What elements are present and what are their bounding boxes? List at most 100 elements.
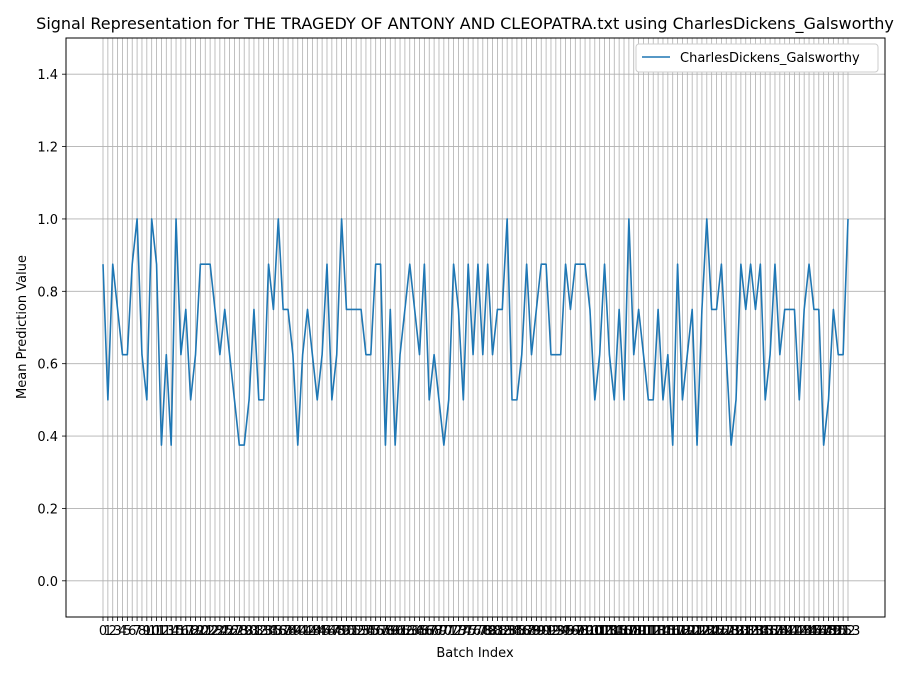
plot-area [66,38,885,617]
x-tick-label: 105 [602,624,627,639]
x-tick-label: 146 [802,624,827,639]
x-tick-label: 92 [543,624,560,639]
x-tick-label: 151 [826,624,851,639]
x-tick-label: 1 [104,624,112,639]
x-tick-label: 9 [143,624,151,639]
x-tick-label: 72 [445,624,462,639]
x-tick-label: 117 [660,624,685,639]
x-tick-label: 58 [377,624,394,639]
x-tick-label: 55 [363,624,380,639]
x-tick-label: 91 [538,624,555,639]
x-tick-label: 52 [348,624,365,639]
x-tick-label: 150 [821,624,846,639]
x-tick-label: 15 [168,624,185,639]
x-tick-label: 102 [587,624,612,639]
x-tick-label: 90 [533,624,550,639]
y-tick-label: 1.2 [37,141,58,156]
x-tick-label: 11 [148,624,165,639]
x-tick-label: 51 [343,624,360,639]
x-tick-label: 6 [128,624,136,639]
x-tick-label: 63 [401,624,418,639]
x-axis-label: Batch Index [436,646,514,661]
x-tick-label: 118 [665,624,690,639]
x-tick-label: 71 [440,624,457,639]
x-tick-label: 119 [670,624,695,639]
x-tick-label: 120 [675,624,700,639]
x-tick-label: 12 [153,624,170,639]
x-tick-label: 153 [836,624,861,639]
y-tick-label: 0.0 [37,575,58,590]
x-tick-label: 75 [460,624,477,639]
x-tick-label: 28 [231,624,248,639]
x-tick-label: 4 [118,624,126,639]
x-tick-label: 132 [733,624,758,639]
x-tick-label: 83 [499,624,516,639]
y-tick-label: 1.4 [37,68,58,83]
chart-title: Signal Representation for THE TRAGEDY OF… [36,14,894,34]
x-tick-label: 32 [251,624,268,639]
x-tick-label: 27 [226,624,243,639]
x-tick-label: 54 [358,624,375,639]
x-tick-label: 42 [299,624,316,639]
x-tick-label: 64 [406,624,423,639]
x-tick-label: 80 [484,624,501,639]
x-tick-label: 124 [694,624,719,639]
x-tick-label: 10 [143,624,160,639]
legend-box [635,43,879,73]
x-tick-label: 79 [479,624,496,639]
x-tick-label: 50 [338,624,355,639]
x-tick-label: 136 [753,624,778,639]
x-tick-label: 143 [787,624,812,639]
x-tick-label: 56 [367,624,384,639]
y-tick-label: 0.4 [37,430,58,445]
x-tick-label: 62 [397,624,414,639]
x-tick-label: 66 [416,624,433,639]
x-tick-label: 77 [470,624,487,639]
x-tick-label: 21 [197,624,214,639]
x-tick-label: 2 [109,624,117,639]
x-tick-label: 33 [255,624,272,639]
x-tick-label: 152 [831,624,856,639]
x-tick-label: 16 [173,624,190,639]
x-tick-label: 133 [738,624,763,639]
x-tick-label: 98 [572,624,589,639]
x-tick-label: 60 [387,624,404,639]
x-tick-label: 87 [518,624,535,639]
x-tick-label: 142 [782,624,807,639]
x-tick-label: 22 [202,624,219,639]
x-tick-label: 130 [724,624,749,639]
x-tick-label: 82 [494,624,511,639]
legend-entry-label: CharlesDickens_Galsworthy [680,51,860,66]
x-tick-label: 122 [685,624,710,639]
x-tick-label: 49 [333,624,350,639]
x-tick-label: 44 [309,624,326,639]
x-tick-label: 112 [636,624,661,639]
x-tick-label: 100 [578,624,603,639]
x-tick-label: 138 [763,624,788,639]
x-tick-label: 147 [806,624,831,639]
x-tick-label: 20 [192,624,209,639]
x-tick-label: 137 [758,624,783,639]
x-tick-label: 89 [528,624,545,639]
x-tick-label: 68 [426,624,443,639]
x-tick-label: 30 [241,624,258,639]
x-tick-label: 131 [728,624,753,639]
x-tick-label: 35 [265,624,282,639]
x-tick-label: 114 [646,624,671,639]
x-tick-label: 61 [392,624,409,639]
x-tick-label: 5 [123,624,131,639]
x-tick-label: 45 [314,624,331,639]
x-tick-label: 40 [289,624,306,639]
x-tick-label: 99 [577,624,594,639]
x-tick-label: 73 [450,624,467,639]
x-tick-label: 59 [382,624,399,639]
x-tick-label: 111 [631,624,656,639]
x-tick-label: 139 [767,624,792,639]
y-axis-label: Mean Prediction Value [15,255,30,399]
x-tick-label: 135 [748,624,773,639]
x-tick-label: 123 [690,624,715,639]
x-tick-label: 134 [743,624,768,639]
x-tick-label: 14 [163,624,180,639]
x-tick-label: 110 [626,624,651,639]
grid-layer [66,38,885,617]
